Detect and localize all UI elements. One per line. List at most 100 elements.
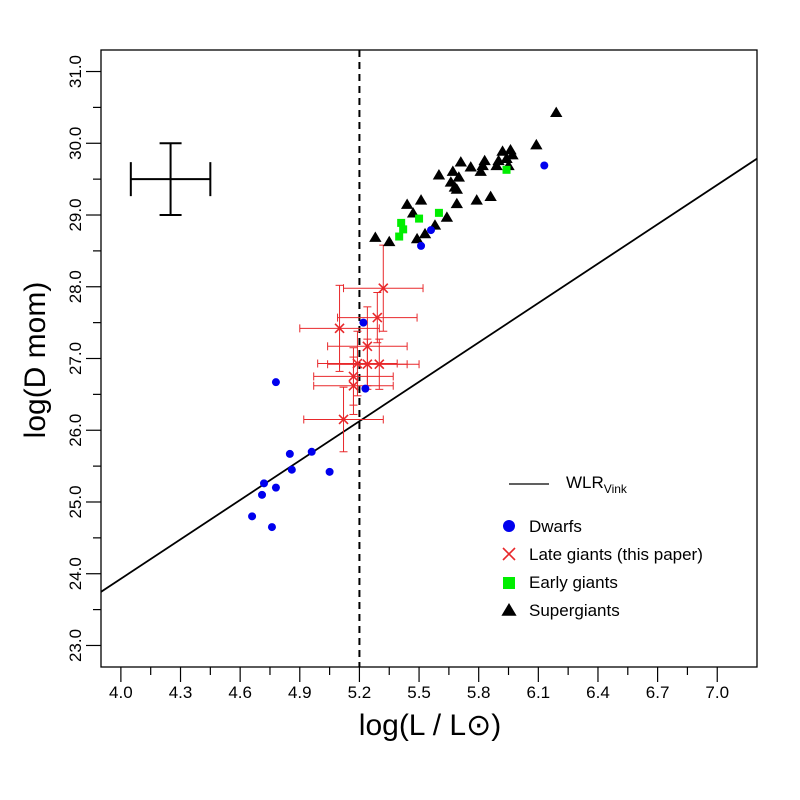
dwarf-point	[540, 161, 549, 170]
cross-stroke	[374, 359, 385, 370]
supergiant-point	[470, 194, 483, 205]
dwarf-point	[426, 226, 435, 235]
supergiant-point	[432, 169, 446, 180]
legend-label-early-giants: Early giants	[529, 573, 618, 592]
x-tick-label: 7.0	[705, 683, 729, 702]
supergiant-point	[400, 198, 414, 209]
x-axis-title: log(L / L⊙)	[359, 709, 501, 742]
x-tick-label: 6.7	[646, 683, 670, 702]
legend-marker-supergiants	[501, 603, 517, 616]
y-tick-label: 25.0	[66, 485, 85, 518]
dwarf-point	[267, 523, 276, 532]
y-tick-label: 27.0	[66, 342, 85, 375]
early-giant-point	[434, 208, 443, 217]
y-tick-label: 23.0	[66, 629, 85, 662]
y-tick-label: 28.0	[66, 270, 85, 303]
late-giant-point	[378, 283, 389, 294]
cross-stroke	[334, 323, 345, 334]
legend: WLRVink Dwarfs Late giants (this paper) …	[501, 473, 703, 620]
supergiant-point	[446, 165, 460, 176]
dwarf-point	[285, 449, 294, 458]
supergiant-point	[414, 194, 428, 205]
x-tick-label: 5.8	[467, 683, 491, 702]
late-giant-point	[352, 358, 363, 369]
late-giant-point	[362, 359, 373, 370]
early-giant-point	[395, 232, 404, 241]
supergiant-point	[418, 227, 432, 239]
x-tick-label: 4.0	[109, 683, 133, 702]
early-giant-point	[502, 165, 511, 174]
x-tick-label: 5.5	[407, 683, 431, 702]
early-giant-point	[399, 225, 408, 234]
y-tick-label: 26.0	[66, 414, 85, 447]
dwarf-point	[271, 483, 280, 492]
late-giant-point	[372, 312, 383, 323]
supergiant-point	[454, 156, 467, 167]
late-giant-point	[348, 371, 359, 382]
legend-marker-late-giants	[502, 547, 516, 561]
supergiant-point	[474, 165, 487, 176]
supergiant-point	[450, 197, 464, 209]
cross-stroke	[362, 359, 373, 370]
x-tick-label: 4.3	[169, 683, 193, 702]
dwarf-point	[271, 378, 280, 387]
y-tick-label: 24.0	[66, 557, 85, 590]
plot-frame	[100, 49, 758, 668]
dwarf-point	[361, 384, 370, 393]
y-axis-title: log(D mom)	[19, 282, 52, 439]
cross-stroke	[352, 358, 363, 369]
axes: 4.0 4.3 4.6 4.9 5.2 5.5 5.8 6.1 6.4 6.7 7.0 23.0 24.…	[66, 49, 758, 702]
supergiant-point	[383, 235, 396, 247]
wlr-vink-line	[101, 157, 757, 593]
supergiant-point	[440, 211, 454, 222]
supergiant-point	[500, 152, 513, 163]
y-tick-label: 31.0	[66, 55, 85, 88]
legend-label-late-giants: Late giants (this paper)	[529, 545, 703, 564]
cross-stroke	[372, 312, 383, 323]
dwarf-point	[359, 318, 368, 327]
early-giant-point	[415, 214, 424, 223]
dwarf-point	[417, 241, 426, 250]
supergiant-point	[452, 171, 465, 182]
x-tick-label: 5.2	[348, 683, 372, 702]
legend-label-wlr: WLRVink	[566, 473, 628, 496]
supergiant-point	[484, 190, 497, 201]
supergiant-point	[506, 148, 519, 160]
late-giant-point	[338, 414, 349, 425]
supergiant-point	[464, 161, 477, 172]
legend-marker-dwarfs	[503, 520, 515, 532]
x-tick-label: 6.4	[586, 683, 610, 702]
plot-area	[101, 50, 757, 667]
x-tick-label: 4.9	[288, 683, 312, 702]
late-giant-point	[348, 380, 359, 391]
x-tick-label: 4.6	[228, 683, 252, 702]
late-giant-point	[362, 341, 373, 352]
supergiant-point	[369, 231, 382, 242]
cross-stroke	[348, 371, 359, 382]
dwarf-point	[287, 465, 296, 474]
cross-stroke	[362, 341, 373, 352]
supergiant-point	[530, 138, 543, 150]
y-tick-label: 30.0	[66, 127, 85, 160]
supergiant-point	[448, 181, 462, 192]
dwarf-point	[260, 479, 269, 488]
supergiant-point	[410, 232, 424, 244]
cross-stroke	[338, 414, 349, 425]
cross-stroke	[378, 283, 389, 294]
legend-label-dwarfs: Dwarfs	[529, 517, 582, 536]
cross-stroke	[502, 547, 516, 561]
y-tick-label: 29.0	[66, 198, 85, 231]
x-tick-label: 6.1	[527, 683, 551, 702]
legend-label-supergiants: Supergiants	[529, 601, 620, 620]
supergiant-point	[478, 154, 491, 166]
cross-stroke	[348, 380, 359, 391]
legend-marker-early-giants	[503, 577, 515, 589]
late-giant-point	[334, 323, 345, 334]
supergiant-point	[550, 106, 563, 118]
dwarf-point	[325, 467, 334, 476]
dwarf-point	[248, 512, 257, 521]
early-giant-point	[397, 218, 406, 227]
late-giant-point	[374, 359, 385, 370]
dwarf-point	[307, 447, 316, 456]
